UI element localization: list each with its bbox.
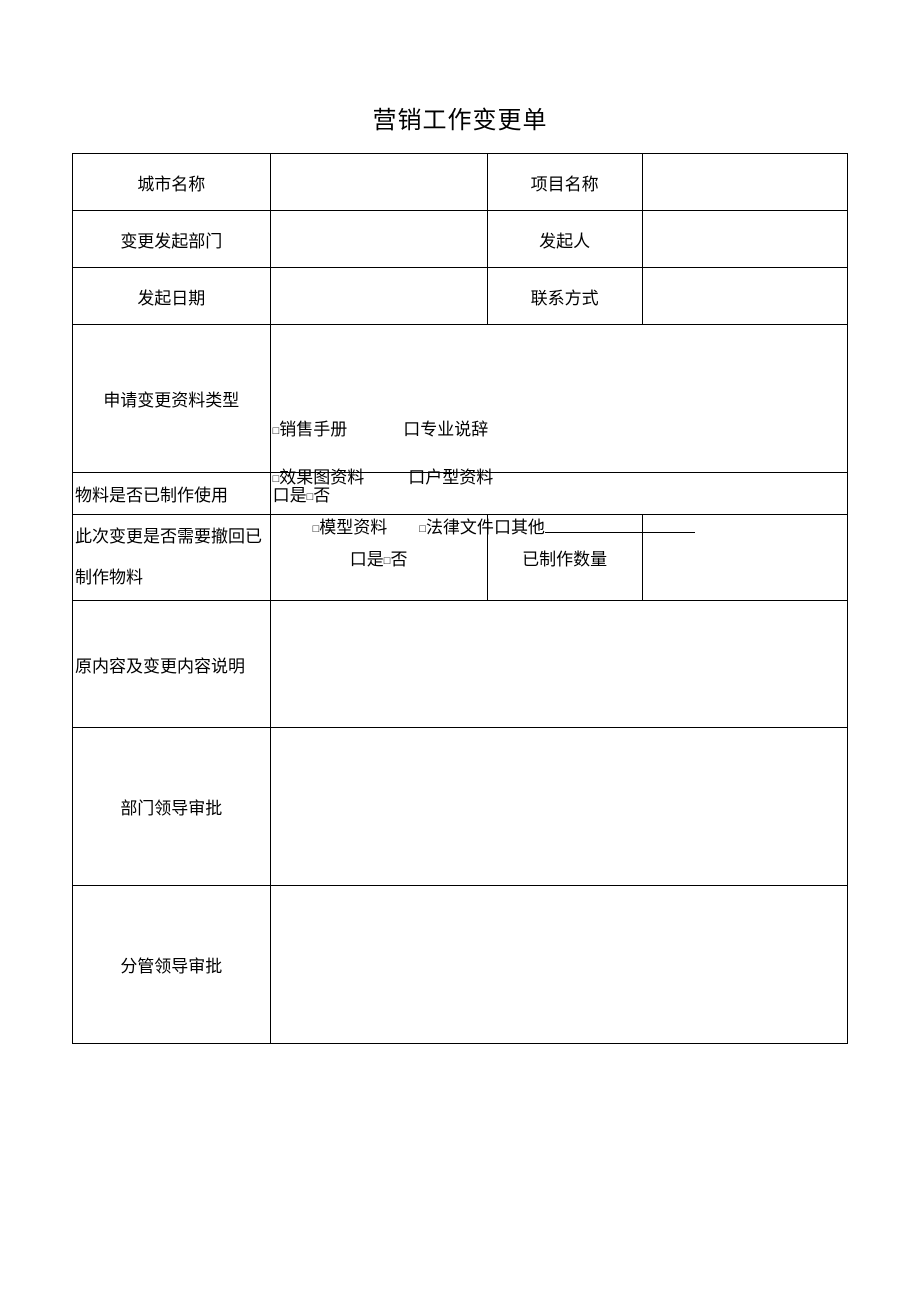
table-row: 发起日期 联系方式 — [73, 268, 848, 325]
opt-unit-mat: 户型资料 — [425, 468, 493, 487]
table-row: 变更发起部门 发起人 — [73, 211, 848, 268]
checkbox-icon[interactable]: 口 — [408, 468, 425, 487]
opt-no: 否 — [313, 486, 330, 505]
checkbox-icon[interactable]: 口 — [273, 486, 290, 505]
label-change-dept: 变更发起部门 — [73, 211, 271, 268]
checkbox-icon[interactable]: 口 — [350, 550, 367, 569]
value-init-date[interactable] — [270, 268, 487, 325]
other-blank-line[interactable] — [545, 516, 695, 533]
table-row: 城市名称 项目名称 — [73, 154, 848, 211]
opt-yes: 是 — [367, 550, 384, 569]
table-row: 部门领导审批 — [73, 728, 848, 886]
label-initiator: 发起人 — [487, 211, 642, 268]
table-row: 分管领导审批 — [73, 886, 848, 1044]
opt-render-mat: 效果图资料 — [279, 468, 364, 487]
value-city-name[interactable] — [270, 154, 487, 211]
opt-no: 否 — [390, 550, 407, 569]
label-material-made: 物料是否已制作使用 — [73, 473, 271, 515]
label-recall: 此次变更是否需要撤回已制作物料 — [73, 515, 271, 601]
value-explain[interactable] — [270, 601, 847, 728]
label-contact: 联系方式 — [487, 268, 642, 325]
label-dept-approval: 部门领导审批 — [73, 728, 271, 886]
label-supv-approval: 分管领导审批 — [73, 886, 271, 1044]
label-material-type: 申请变更资料类型 — [73, 325, 271, 473]
material-type-options: □销售手册口专业说辞 □效果图资料口户型资料 □模型资料□法律文件口其他 — [270, 325, 847, 473]
table-row: 原内容及变更内容说明 — [73, 601, 848, 728]
form-table: 城市名称 项目名称 变更发起部门 发起人 发起日期 联系方式 申请变更资料类型 — [72, 153, 848, 1044]
opt-other: 其他 — [511, 518, 545, 537]
form-title: 营销工作变更单 — [72, 100, 848, 135]
opt-pro-speech: 专业说辞 — [420, 420, 488, 439]
opt-model-mat: 模型资料 — [319, 518, 387, 537]
opt-legal-doc: 法律文件 — [426, 518, 494, 537]
checkbox-icon[interactable]: □ — [419, 523, 426, 535]
table-row: 申请变更资料类型 □销售手册口专业说辞 □效果图资料口户型资料 □模型资料□法律… — [73, 325, 848, 473]
value-dept-approval[interactable] — [270, 728, 847, 886]
checkbox-icon[interactable]: 口 — [403, 420, 420, 439]
opt-yes: 是 — [290, 486, 307, 505]
checkbox-icon[interactable]: 口 — [494, 518, 511, 537]
label-city-name: 城市名称 — [73, 154, 271, 211]
value-contact[interactable] — [642, 268, 847, 325]
value-initiator[interactable] — [642, 211, 847, 268]
label-project-name: 项目名称 — [487, 154, 642, 211]
value-change-dept[interactable] — [270, 211, 487, 268]
opt-sales-manual: 销售手册 — [279, 420, 347, 439]
form-page: 营销工作变更单 城市名称 项目名称 变更发起部门 发起人 发起日期 联系方式 — [0, 0, 920, 1044]
label-init-date: 发起日期 — [73, 268, 271, 325]
label-explain: 原内容及变更内容说明 — [73, 601, 271, 728]
value-project-name[interactable] — [642, 154, 847, 211]
value-supv-approval[interactable] — [270, 886, 847, 1044]
